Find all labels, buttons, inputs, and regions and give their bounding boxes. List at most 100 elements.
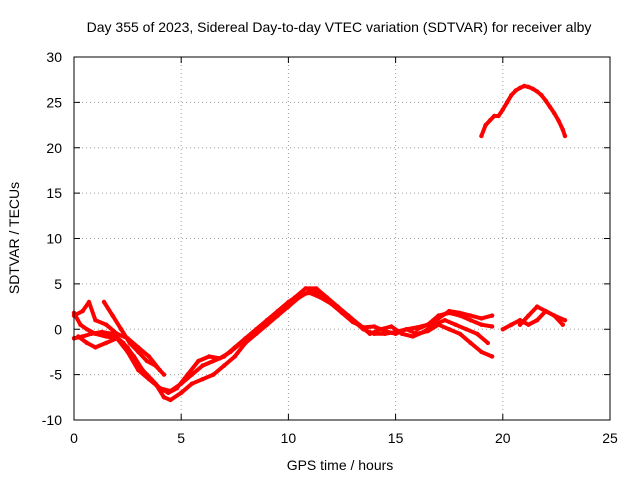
series-point bbox=[457, 331, 463, 336]
series-point bbox=[489, 354, 495, 359]
series-point bbox=[157, 386, 162, 391]
series-point bbox=[99, 329, 105, 335]
series-point bbox=[479, 349, 484, 355]
series-point bbox=[189, 372, 195, 377]
series-point bbox=[110, 313, 115, 318]
series-point bbox=[552, 313, 557, 318]
series-point bbox=[410, 334, 415, 339]
series-point bbox=[144, 358, 150, 364]
x-axis-label: GPS time / hours bbox=[287, 457, 394, 473]
x-tick-label: 5 bbox=[177, 430, 185, 446]
series-point bbox=[189, 381, 195, 386]
series-point bbox=[442, 318, 448, 323]
y-tick-label: 20 bbox=[46, 140, 62, 156]
series-point bbox=[543, 308, 548, 314]
series-point bbox=[479, 316, 484, 321]
y-axis-ticks: -10 -5 0 5 10 15 20 25 30 bbox=[42, 49, 610, 428]
series-point bbox=[489, 324, 495, 329]
series-point bbox=[404, 327, 409, 332]
series-point bbox=[221, 363, 227, 368]
series-point bbox=[78, 322, 83, 327]
series-point bbox=[562, 318, 568, 323]
series-point bbox=[350, 319, 355, 325]
series-point bbox=[464, 327, 469, 332]
series-point bbox=[76, 334, 81, 339]
series-point bbox=[114, 336, 120, 341]
series-point bbox=[500, 327, 505, 332]
series-point bbox=[221, 354, 227, 359]
series-point bbox=[468, 340, 473, 346]
series-point bbox=[146, 377, 152, 382]
series-point bbox=[318, 295, 323, 300]
x-tick-label: 25 bbox=[602, 430, 618, 446]
series-point bbox=[80, 308, 85, 314]
series-point bbox=[200, 377, 205, 382]
series-point bbox=[104, 340, 109, 346]
series-point bbox=[153, 363, 158, 368]
series-point bbox=[104, 322, 109, 327]
series-point bbox=[562, 133, 568, 139]
series-point bbox=[547, 104, 553, 110]
series-point bbox=[468, 318, 473, 323]
x-tick-label: 0 bbox=[70, 430, 78, 446]
series-point bbox=[119, 327, 124, 332]
series-point bbox=[436, 316, 441, 321]
series-point bbox=[468, 313, 473, 318]
series-point bbox=[534, 89, 540, 94]
series-point bbox=[161, 395, 167, 400]
y-tick-label: -5 bbox=[50, 367, 63, 383]
series-point bbox=[104, 334, 109, 339]
series-point bbox=[367, 331, 373, 336]
series-point bbox=[425, 322, 430, 327]
series-point bbox=[339, 310, 345, 316]
series-point bbox=[457, 310, 463, 316]
x-axis-ticks: 0 5 10 15 20 25 bbox=[70, 57, 618, 446]
series-point bbox=[168, 388, 173, 394]
series-point bbox=[560, 127, 565, 132]
series-point bbox=[492, 113, 497, 119]
y-tick-label: 5 bbox=[54, 276, 62, 292]
series-point bbox=[504, 100, 510, 105]
series-point bbox=[414, 327, 420, 332]
series-point bbox=[552, 111, 557, 116]
series-line bbox=[72, 300, 162, 373]
series-point bbox=[303, 286, 308, 291]
series-point bbox=[474, 331, 480, 336]
series-point bbox=[307, 290, 312, 296]
series-point bbox=[453, 322, 458, 327]
series-point bbox=[211, 372, 216, 377]
series-point bbox=[125, 349, 130, 355]
series-point bbox=[509, 322, 514, 327]
series-point bbox=[530, 86, 535, 92]
grid-lines bbox=[74, 57, 610, 420]
series-point bbox=[84, 327, 90, 332]
series-point bbox=[382, 328, 388, 334]
series-point bbox=[479, 322, 484, 327]
series-point bbox=[517, 85, 523, 91]
series-point bbox=[254, 327, 259, 332]
series-point bbox=[485, 340, 490, 346]
series-point bbox=[539, 92, 544, 98]
series-point bbox=[200, 363, 205, 368]
series-point bbox=[329, 301, 334, 306]
series-point bbox=[372, 324, 377, 329]
data-series bbox=[71, 83, 568, 403]
series-point bbox=[483, 122, 488, 128]
series-point bbox=[296, 292, 302, 297]
series-point bbox=[179, 381, 184, 386]
y-tick-label: 15 bbox=[46, 185, 62, 201]
series-point bbox=[101, 299, 107, 305]
series-point bbox=[487, 118, 493, 123]
y-tick-label: 30 bbox=[46, 49, 62, 65]
series-point bbox=[127, 340, 132, 346]
series-point bbox=[556, 118, 561, 123]
y-tick-label: 25 bbox=[46, 94, 62, 110]
series-point bbox=[114, 331, 120, 336]
series-point bbox=[161, 372, 167, 377]
series-point bbox=[361, 325, 366, 330]
series-point bbox=[447, 308, 452, 314]
series-point bbox=[232, 345, 237, 350]
series-point bbox=[509, 92, 514, 98]
series-line bbox=[479, 84, 567, 138]
